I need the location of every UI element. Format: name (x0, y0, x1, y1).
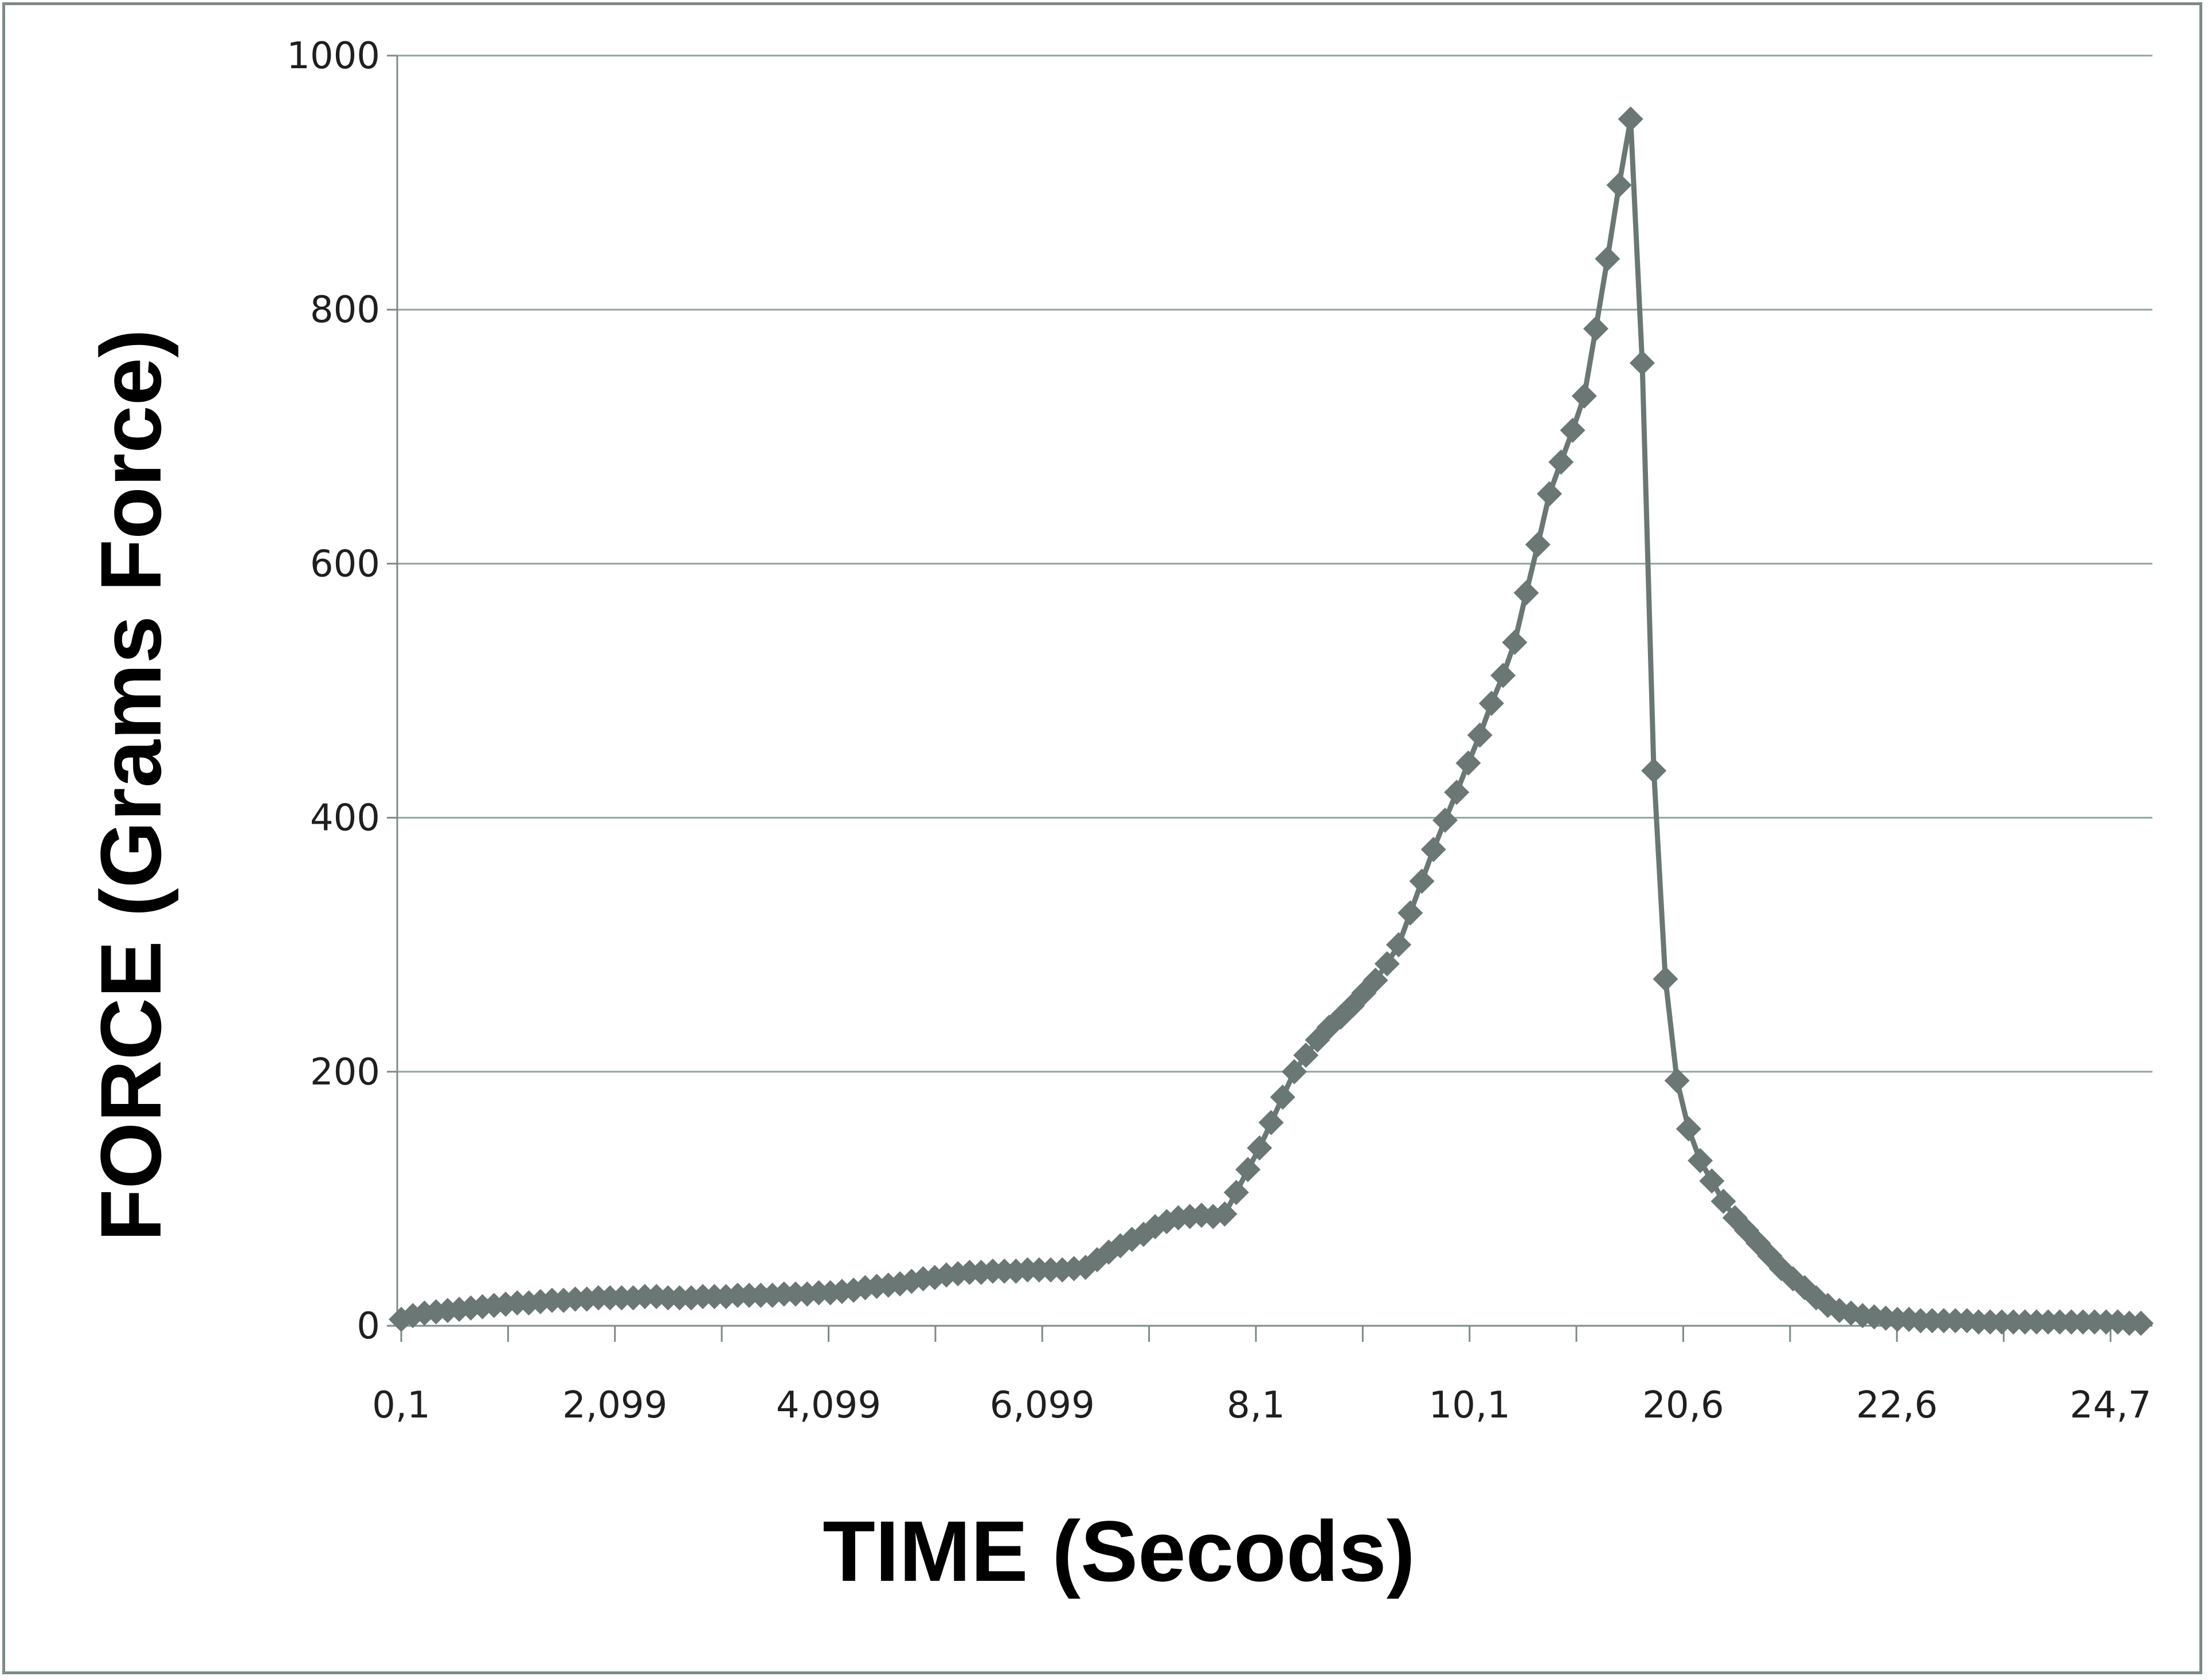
data-point (1281, 1059, 1307, 1084)
y-tick-label: 0 (357, 1305, 380, 1348)
data-point (1571, 383, 1597, 409)
x-tick-label: 24,7 (2070, 1384, 2152, 1427)
data-point (1653, 966, 1678, 992)
data-point (1212, 1201, 1238, 1227)
data-point (1258, 1110, 1284, 1135)
x-tick-label: 0,1 (372, 1384, 430, 1427)
data-point (1374, 951, 1400, 977)
data-point (1560, 417, 1585, 443)
data-point (1409, 868, 1435, 894)
data-point (1525, 532, 1551, 558)
series-line (400, 116, 2141, 1326)
data-point (1467, 722, 1493, 748)
data-point (1478, 691, 1504, 716)
y-axis-title: FORCE (Grams Force) (83, 329, 179, 1242)
gridlines (397, 54, 2152, 1073)
data-point (1513, 580, 1539, 606)
data-point (1293, 1042, 1319, 1068)
x-tick-label: 10,1 (1429, 1384, 1511, 1427)
data-point (1583, 316, 1609, 342)
y-tick-label: 1000 (287, 35, 380, 77)
data-point (1235, 1157, 1261, 1182)
data-point (1664, 1068, 1690, 1094)
data-point (1502, 629, 1528, 655)
data-point (1386, 932, 1412, 958)
data-point (1675, 1116, 1701, 1142)
data-point (1270, 1084, 1295, 1110)
tick-labels: 0 200 400 600 800 1000 0,1 2,099 4,099 6,099 8,1 10… (287, 35, 2151, 1427)
data-point (1688, 1148, 1713, 1173)
data-point (1629, 350, 1655, 376)
data-point (1455, 750, 1481, 776)
y-tick-label: 600 (310, 543, 380, 585)
data-point (1595, 246, 1620, 272)
series-force (389, 106, 2154, 1336)
x-tick-label: 4,099 (776, 1384, 881, 1427)
x-tick-label: 8,1 (1227, 1384, 1285, 1427)
data-point (1223, 1180, 1249, 1205)
y-tick-label: 400 (310, 797, 380, 840)
x-tick-label: 22,6 (1856, 1384, 1938, 1427)
data-point (1606, 173, 1632, 198)
data-point (1444, 780, 1470, 805)
data-point (1420, 837, 1446, 862)
x-tick-label: 6,099 (990, 1384, 1095, 1427)
data-point (1490, 663, 1516, 688)
data-point (1363, 968, 1388, 993)
data-point (1641, 758, 1667, 784)
data-point (1537, 481, 1563, 507)
data-point (1699, 1168, 1725, 1194)
x-tick-label: 20,6 (1642, 1384, 1724, 1427)
y-tick-label: 800 (310, 289, 380, 331)
x-axis-title: TIME (Secods) (823, 1503, 1415, 1599)
data-point (1618, 106, 1643, 132)
data-point (1247, 1135, 1273, 1161)
data-point (1548, 449, 1574, 475)
x-tick-label: 2,099 (562, 1384, 667, 1427)
data-point (1397, 900, 1423, 926)
data-point (2128, 1310, 2154, 1336)
axes (387, 54, 2152, 1342)
data-point (1432, 808, 1458, 833)
y-tick-label: 200 (310, 1051, 380, 1094)
data-point (1710, 1188, 1736, 1214)
